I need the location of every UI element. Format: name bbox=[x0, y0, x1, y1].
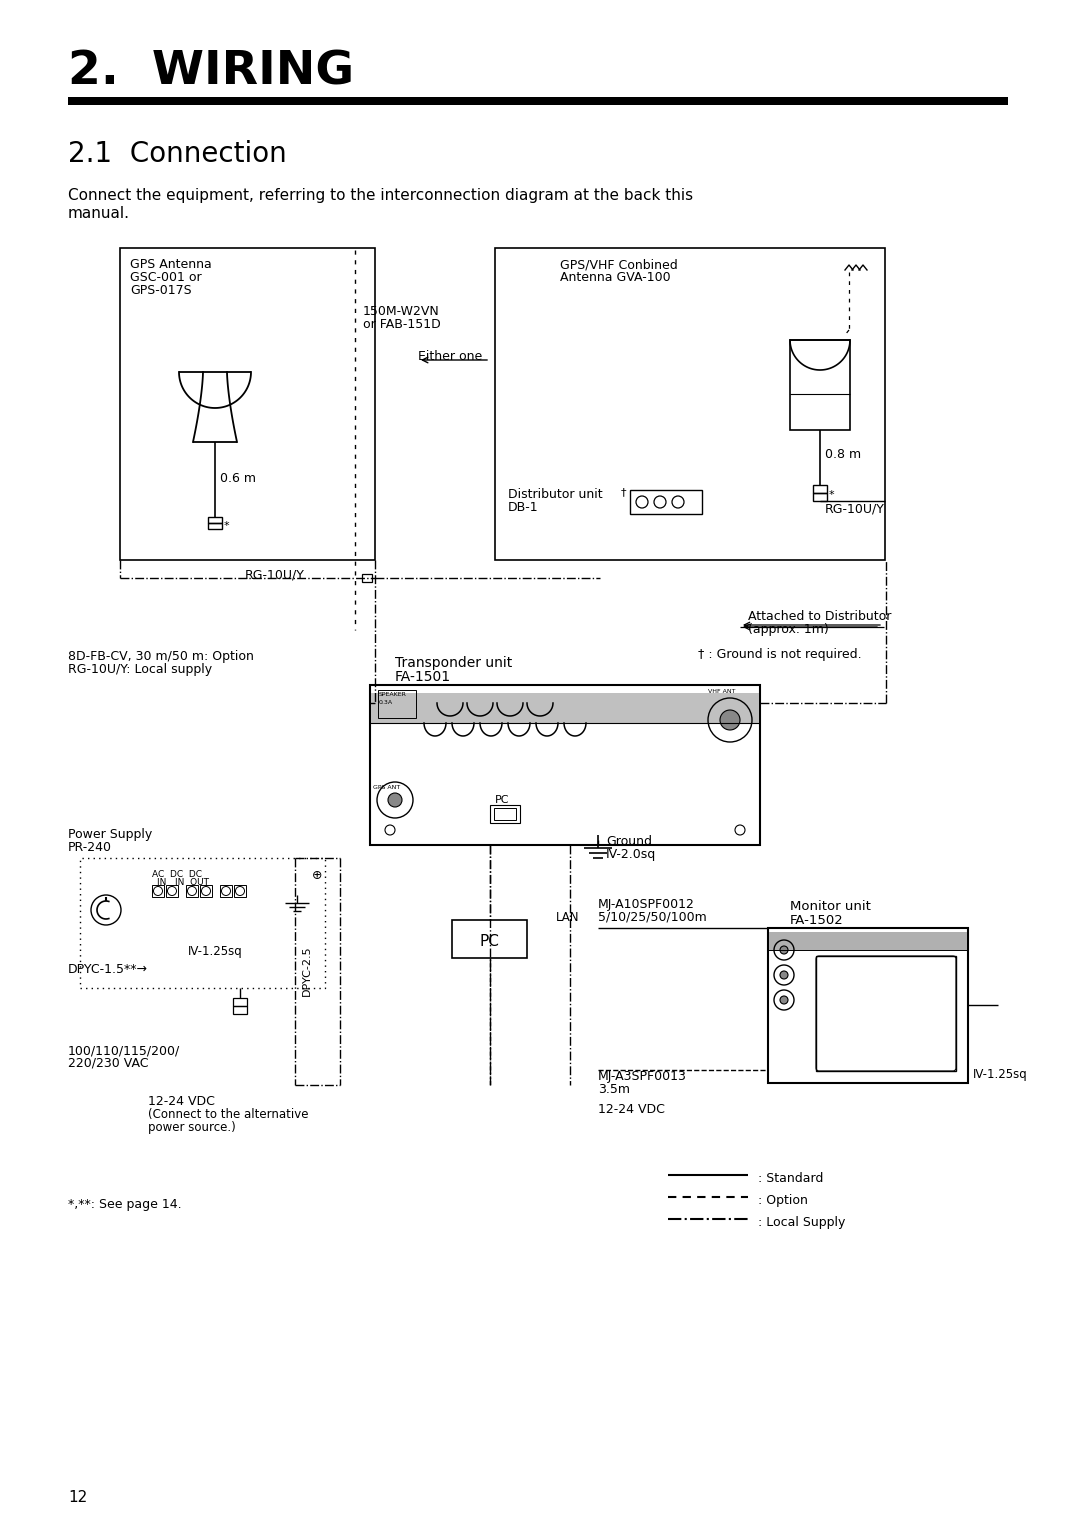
Text: 220/230 VAC: 220/230 VAC bbox=[68, 1057, 149, 1070]
Bar bbox=[453, 919, 527, 957]
Text: Ground: Ground bbox=[606, 835, 652, 847]
Bar bbox=[200, 886, 212, 896]
Bar bbox=[233, 1006, 247, 1014]
Bar bbox=[370, 686, 760, 844]
Bar bbox=[769, 931, 967, 950]
Text: or FAB-151D: or FAB-151D bbox=[363, 318, 441, 331]
Circle shape bbox=[720, 710, 740, 730]
Bar bbox=[233, 999, 247, 1006]
Text: IV-2.0sq: IV-2.0sq bbox=[606, 847, 657, 861]
Text: 2.1  Connection: 2.1 Connection bbox=[68, 140, 287, 168]
Text: GPS/VHF Conbined: GPS/VHF Conbined bbox=[561, 258, 678, 270]
Circle shape bbox=[780, 996, 788, 1003]
Text: 3.5m: 3.5m bbox=[598, 1083, 630, 1096]
Text: Distributor unit: Distributor unit bbox=[508, 489, 603, 501]
Text: DPYC-2.5: DPYC-2.5 bbox=[302, 945, 312, 996]
Text: Transponder unit: Transponder unit bbox=[395, 657, 512, 670]
Text: Attached to Distributor: Attached to Distributor bbox=[748, 609, 891, 623]
Text: Connect the equipment, referring to the interconnection diagram at the back this: Connect the equipment, referring to the … bbox=[68, 188, 693, 203]
Text: : Option: : Option bbox=[758, 1194, 808, 1206]
Bar bbox=[362, 574, 372, 582]
Text: GSC-001 or: GSC-001 or bbox=[130, 270, 202, 284]
Bar bbox=[630, 490, 702, 515]
Circle shape bbox=[780, 971, 788, 979]
Bar bbox=[813, 493, 827, 501]
Text: *: * bbox=[829, 490, 835, 499]
Bar bbox=[494, 808, 516, 820]
Text: 12-24 VDC: 12-24 VDC bbox=[598, 1102, 665, 1116]
Bar bbox=[768, 928, 968, 1083]
Text: *: * bbox=[224, 521, 230, 531]
Text: † : Ground is not required.: † : Ground is not required. bbox=[698, 647, 862, 661]
Bar bbox=[220, 886, 232, 896]
Text: IN   IN  OUT: IN IN OUT bbox=[157, 878, 210, 887]
Text: 0.6 m: 0.6 m bbox=[220, 472, 256, 486]
Bar bbox=[378, 690, 416, 718]
Bar bbox=[80, 858, 325, 988]
Text: AC  DC  DC: AC DC DC bbox=[152, 870, 202, 880]
Text: PR-240: PR-240 bbox=[68, 841, 112, 854]
Bar bbox=[120, 247, 375, 560]
Text: RG-10U/Y: RG-10U/Y bbox=[245, 568, 305, 580]
Text: FA-1501: FA-1501 bbox=[395, 670, 451, 684]
Text: power source.): power source.) bbox=[148, 1121, 235, 1135]
Bar bbox=[166, 886, 178, 896]
Text: MJ-A10SPF0012: MJ-A10SPF0012 bbox=[598, 898, 694, 912]
Bar bbox=[495, 247, 885, 560]
Bar bbox=[372, 693, 759, 722]
Bar bbox=[816, 956, 956, 1070]
Text: GPS-017S: GPS-017S bbox=[130, 284, 191, 296]
Text: manual.: manual. bbox=[68, 206, 130, 221]
Text: Antenna GVA-100: Antenna GVA-100 bbox=[561, 270, 671, 284]
Text: DPYC-1.5**→: DPYC-1.5**→ bbox=[68, 964, 148, 976]
Text: 100/110/115/200/: 100/110/115/200/ bbox=[68, 1044, 180, 1057]
Text: PC: PC bbox=[495, 796, 510, 805]
Text: IV-1.25sq: IV-1.25sq bbox=[973, 1067, 1028, 1081]
Circle shape bbox=[388, 793, 402, 806]
Text: SPEAKER: SPEAKER bbox=[379, 692, 407, 696]
Text: Power Supply: Power Supply bbox=[68, 828, 152, 841]
Bar bbox=[208, 518, 222, 524]
Text: 8D-FB-CV, 30 m/50 m: Option: 8D-FB-CV, 30 m/50 m: Option bbox=[68, 651, 254, 663]
Bar bbox=[186, 886, 198, 896]
Bar bbox=[813, 486, 827, 493]
Bar bbox=[234, 886, 246, 896]
Text: GPS Antenna: GPS Antenna bbox=[130, 258, 212, 270]
Text: LAN: LAN bbox=[556, 912, 580, 924]
Text: IV-1.25sq: IV-1.25sq bbox=[188, 945, 243, 957]
Circle shape bbox=[780, 947, 788, 954]
Text: 2.  WIRING: 2. WIRING bbox=[68, 49, 354, 95]
Text: FA-1502: FA-1502 bbox=[789, 915, 843, 927]
Text: †: † bbox=[621, 487, 626, 496]
Bar bbox=[490, 805, 519, 823]
Bar bbox=[208, 524, 222, 528]
Text: Monitor unit: Monitor unit bbox=[789, 899, 870, 913]
Text: 12: 12 bbox=[68, 1490, 87, 1506]
Bar bbox=[152, 886, 164, 896]
Text: 0.8 m: 0.8 m bbox=[825, 447, 861, 461]
Text: ⊕: ⊕ bbox=[312, 869, 323, 883]
Text: DB-1: DB-1 bbox=[508, 501, 539, 515]
Text: : Local Supply: : Local Supply bbox=[758, 1215, 846, 1229]
Text: RG-10U/Y: Local supply: RG-10U/Y: Local supply bbox=[68, 663, 212, 676]
Text: GPS ANT: GPS ANT bbox=[373, 785, 401, 789]
Text: MJ-A3SPF0013: MJ-A3SPF0013 bbox=[598, 1070, 687, 1083]
Text: RG-10U/Y: RG-10U/Y bbox=[825, 502, 885, 516]
Text: 150M-W2VN: 150M-W2VN bbox=[363, 305, 440, 318]
Bar bbox=[68, 98, 1008, 105]
Text: 0.3A: 0.3A bbox=[379, 699, 393, 705]
Text: PC: PC bbox=[480, 935, 499, 950]
Text: 12-24 VDC: 12-24 VDC bbox=[148, 1095, 215, 1109]
Text: (approx. 1m): (approx. 1m) bbox=[748, 623, 828, 637]
Text: *,**: See page 14.: *,**: See page 14. bbox=[68, 1199, 181, 1211]
Text: (Connect to the alternative: (Connect to the alternative bbox=[148, 1109, 309, 1121]
Text: VHF ANT: VHF ANT bbox=[708, 689, 735, 693]
Bar bbox=[789, 341, 850, 431]
Text: : Standard: : Standard bbox=[758, 1173, 823, 1185]
Text: Either one: Either one bbox=[418, 350, 483, 363]
Text: 5/10/25/50/100m: 5/10/25/50/100m bbox=[598, 912, 706, 924]
